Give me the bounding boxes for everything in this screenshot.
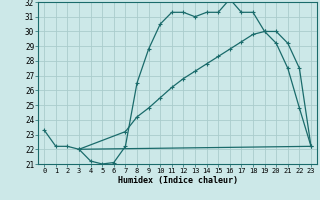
X-axis label: Humidex (Indice chaleur): Humidex (Indice chaleur) bbox=[118, 176, 238, 185]
